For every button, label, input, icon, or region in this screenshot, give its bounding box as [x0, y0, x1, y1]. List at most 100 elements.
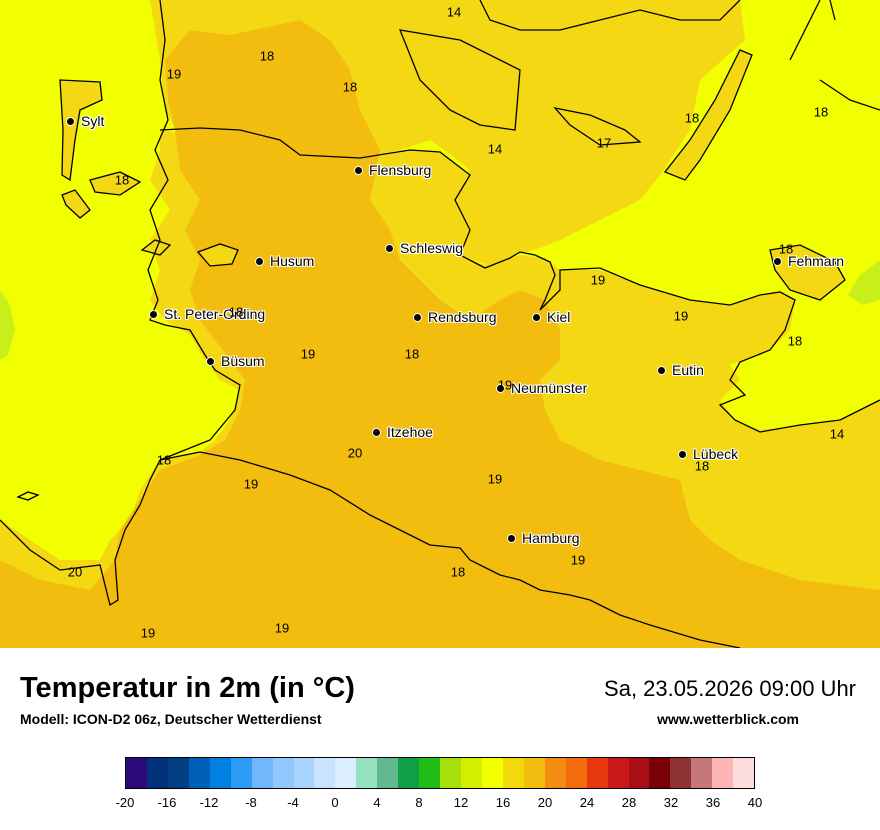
- city-label: Fehmarn: [788, 253, 845, 269]
- colorbar-tick-label: 4: [373, 795, 381, 810]
- temperature-value: 18: [342, 79, 358, 95]
- city-dot-icon: [255, 256, 264, 266]
- city-marker: Fehmarn: [773, 253, 844, 269]
- colorbar-tick-label: 28: [621, 795, 637, 810]
- city-dot-icon: [413, 312, 422, 322]
- city-dot-icon: [657, 365, 666, 375]
- colorbar-segment: [209, 758, 231, 788]
- temperature-value: 19: [243, 476, 259, 492]
- colorbar-segment: [272, 758, 294, 788]
- temperature-value: 18: [778, 241, 794, 257]
- colorbar-segment: [314, 758, 336, 788]
- city-marker: Rendsburg: [413, 309, 497, 325]
- temperature-value: 18: [228, 304, 244, 320]
- city-label: St. Peter-Ording: [164, 306, 266, 322]
- colorbar-tick-label: 40: [747, 795, 763, 810]
- map-title: Temperatur in 2m (in °C): [20, 672, 355, 704]
- temperature-value: 18: [259, 48, 275, 64]
- temperature-value: 19: [166, 66, 182, 82]
- colorbar-tick-label: 36: [705, 795, 721, 810]
- colorbar-tick-labels: -20 -16 -12 -8 -4 0 4 8 12 16 20 24 28 32 36 40: [116, 795, 763, 811]
- colorbar-tick-label: -16: [157, 795, 177, 810]
- city-dot-icon: [149, 309, 158, 319]
- colorbar-segment: [356, 758, 378, 788]
- colorbar-segment: [461, 758, 482, 788]
- colorbar-tick-label: 0: [331, 795, 339, 810]
- city-dot-icon: [773, 256, 782, 266]
- colorbar-tick-label: 16: [495, 795, 511, 810]
- temperature-value: 19: [590, 272, 606, 288]
- temperature-value: 20: [67, 564, 83, 580]
- temperature-value: 19: [487, 471, 503, 487]
- temperature-value: 19: [673, 308, 689, 324]
- colorbar-tick-label: 8: [415, 795, 423, 810]
- temperature-map: [0, 0, 880, 648]
- temperature-value: 19: [570, 552, 586, 568]
- colorbar-segment: [712, 758, 734, 788]
- city-marker: Neumünster: [496, 380, 587, 396]
- island-amrum: [62, 190, 90, 218]
- colorbar-segment: [607, 758, 629, 788]
- colorbar-tick-label: -20: [115, 795, 135, 810]
- model-source: Modell: ICON-D2 06z, Deutscher Wetterdie…: [20, 711, 322, 727]
- colorbar-tick-label: -12: [199, 795, 219, 810]
- city-marker: Eutin: [657, 362, 704, 378]
- temperature-value: 17: [596, 135, 612, 151]
- colorbar-segment: [649, 758, 671, 788]
- island-fehmarn: [770, 245, 845, 300]
- colorbar-segment: [377, 758, 399, 788]
- island-langeland: [665, 50, 752, 180]
- temperature-value: 19: [140, 625, 156, 641]
- forecast-datetime: Sa, 23.05.2026 09:00 Uhr: [604, 676, 856, 701]
- colorbar-segment: [670, 758, 692, 788]
- colorbar-tick-label: 24: [579, 795, 595, 810]
- island-foehr: [90, 172, 140, 195]
- city-dot-icon: [507, 533, 516, 543]
- city-marker: Büsum: [206, 353, 265, 369]
- colorbar-segment: [251, 758, 273, 788]
- colorbar-segment: [565, 758, 587, 788]
- colorbar-segment: [230, 758, 252, 788]
- temperature-value: 18: [450, 564, 466, 580]
- temperature-value: 19: [497, 377, 513, 393]
- city-marker: Schleswig: [385, 240, 463, 256]
- city-dot-icon: [354, 165, 363, 175]
- temperature-value: 18: [694, 458, 710, 474]
- city-label: Schleswig: [400, 240, 464, 256]
- city-dot-icon: [385, 243, 394, 253]
- colorbar-segment: [419, 758, 441, 788]
- city-marker: St. Peter-Ording: [149, 306, 265, 322]
- colorbar-segment: [481, 758, 503, 788]
- colorbar-segment: [126, 758, 147, 788]
- city-marker: Husum: [255, 253, 314, 269]
- city-label: Eutin: [672, 362, 704, 378]
- city-dot-icon: [66, 116, 75, 126]
- city-marker: Hamburg: [507, 530, 580, 546]
- island-pellworm: [198, 244, 238, 266]
- colorbar-tick-label: 12: [453, 795, 469, 810]
- city-dot-icon: [372, 427, 381, 437]
- colorbar-tick-label: 20: [537, 795, 553, 810]
- colorbar-segment: [146, 758, 168, 788]
- city-dot-icon: [496, 383, 505, 393]
- green-patch-east: [848, 260, 880, 305]
- city-dot-icon: [532, 312, 541, 322]
- colorbar-segment: [398, 758, 420, 788]
- city-label: Husum: [270, 253, 315, 269]
- map-graphic: [0, 0, 880, 648]
- city-label: Rendsburg: [428, 309, 497, 325]
- temperature-value: 14: [829, 426, 845, 442]
- city-label: Flensburg: [369, 162, 432, 178]
- temperature-value: 14: [487, 141, 503, 157]
- green-patch-west: [0, 290, 15, 360]
- website-link[interactable]: www.wetterblick.com: [657, 711, 799, 727]
- city-dot-icon: [678, 449, 687, 459]
- city-label: Sylt: [81, 113, 105, 129]
- city-label: Itzehoe: [387, 424, 433, 440]
- city-marker: Lübeck: [678, 446, 738, 462]
- city-label: Lübeck: [693, 446, 739, 462]
- colorbar-segment: [188, 758, 210, 788]
- temperature-value: 20: [347, 445, 363, 461]
- colorbar-segment: [691, 758, 713, 788]
- temperature-colorbar: [125, 757, 755, 789]
